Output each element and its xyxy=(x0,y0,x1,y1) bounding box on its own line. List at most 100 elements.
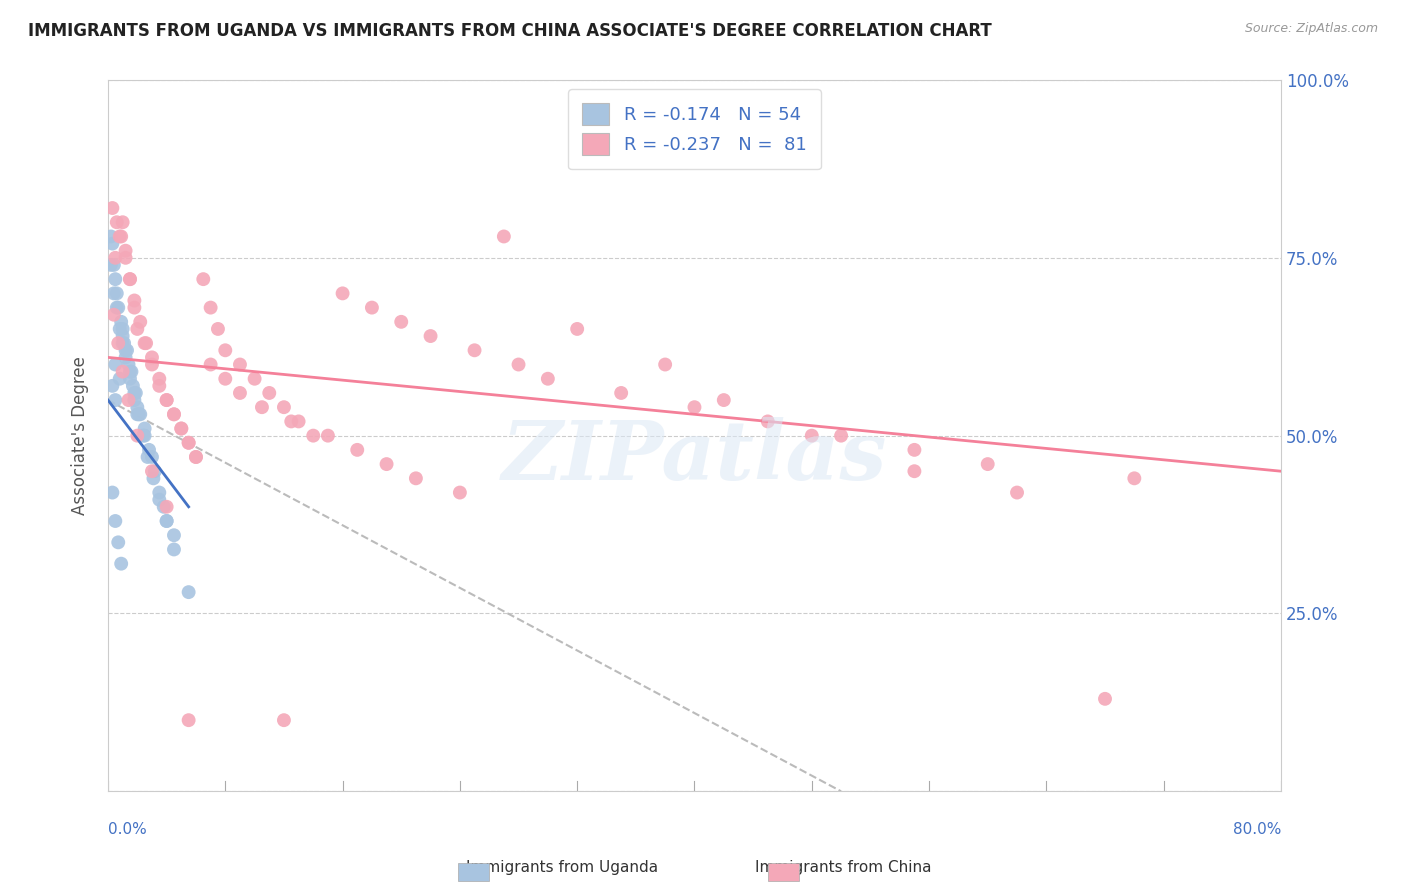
Point xyxy=(200,358,222,372)
Point xyxy=(389,315,412,329)
Point xyxy=(229,386,252,401)
Point xyxy=(273,713,295,727)
Point xyxy=(101,379,124,393)
Point xyxy=(156,514,179,528)
Point xyxy=(104,358,127,372)
Point xyxy=(129,407,152,421)
Point xyxy=(332,286,354,301)
Point xyxy=(1094,691,1116,706)
Point xyxy=(143,464,166,478)
Point xyxy=(207,322,229,336)
Point xyxy=(800,428,823,442)
Text: Immigrants from China: Immigrants from China xyxy=(755,861,932,875)
Point xyxy=(683,400,706,414)
Point xyxy=(163,407,186,421)
Point xyxy=(170,421,193,435)
Point xyxy=(105,286,128,301)
Point xyxy=(214,372,236,386)
Point xyxy=(104,393,127,408)
Point xyxy=(110,229,132,244)
Point xyxy=(127,407,149,421)
Point xyxy=(141,351,163,365)
Text: ZIPatlas: ZIPatlas xyxy=(502,417,887,497)
Point xyxy=(114,244,136,258)
Y-axis label: Associate's Degree: Associate's Degree xyxy=(72,356,89,515)
Point xyxy=(111,215,134,229)
Point xyxy=(108,229,131,244)
Point xyxy=(107,336,129,351)
Point xyxy=(135,336,157,351)
Point xyxy=(229,358,252,372)
Point xyxy=(250,400,273,414)
Point xyxy=(346,442,368,457)
Point xyxy=(193,272,215,286)
Point xyxy=(118,365,141,379)
Point xyxy=(156,393,179,408)
Point xyxy=(114,343,136,358)
Point xyxy=(111,322,134,336)
Point xyxy=(492,229,515,244)
Point xyxy=(280,414,302,428)
Point xyxy=(101,201,124,215)
Point xyxy=(127,428,149,442)
Point xyxy=(273,400,295,414)
Point xyxy=(129,315,152,329)
Point xyxy=(138,442,160,457)
Point xyxy=(163,542,186,557)
Point xyxy=(136,450,159,464)
Point xyxy=(125,386,148,401)
Point xyxy=(134,336,156,351)
Point xyxy=(118,272,141,286)
Point xyxy=(101,485,124,500)
Point xyxy=(977,457,1000,471)
Point xyxy=(419,329,441,343)
Point xyxy=(243,372,266,386)
Point xyxy=(124,293,146,308)
Point xyxy=(114,251,136,265)
Point xyxy=(903,464,925,478)
Point xyxy=(127,322,149,336)
Point xyxy=(200,301,222,315)
Point xyxy=(111,365,134,379)
Point xyxy=(184,450,207,464)
Point xyxy=(101,236,124,251)
Point xyxy=(156,514,179,528)
Point xyxy=(148,485,170,500)
Point xyxy=(104,251,127,265)
Point xyxy=(132,428,155,442)
Point xyxy=(115,343,138,358)
Point xyxy=(134,421,156,435)
Point xyxy=(103,286,125,301)
Point xyxy=(108,322,131,336)
Point xyxy=(110,557,132,571)
Point xyxy=(124,301,146,315)
Point xyxy=(177,585,200,599)
Point xyxy=(118,372,141,386)
Point xyxy=(177,713,200,727)
Point xyxy=(163,407,186,421)
Point xyxy=(361,301,384,315)
Point xyxy=(104,514,127,528)
Point xyxy=(259,386,281,401)
Text: Source: ZipAtlas.com: Source: ZipAtlas.com xyxy=(1244,22,1378,36)
Point xyxy=(148,372,170,386)
Point xyxy=(177,435,200,450)
Point xyxy=(405,471,427,485)
Point xyxy=(112,336,135,351)
Point xyxy=(141,450,163,464)
Point xyxy=(142,471,165,485)
Point xyxy=(124,393,146,408)
Point xyxy=(713,393,735,408)
Point xyxy=(508,358,530,372)
Point xyxy=(184,450,207,464)
Text: 0.0%: 0.0% xyxy=(108,822,146,837)
Point xyxy=(122,379,145,393)
Text: IMMIGRANTS FROM UGANDA VS IMMIGRANTS FROM CHINA ASSOCIATE'S DEGREE CORRELATION C: IMMIGRANTS FROM UGANDA VS IMMIGRANTS FRO… xyxy=(28,22,991,40)
Point xyxy=(654,358,676,372)
Point xyxy=(103,258,125,272)
Point xyxy=(111,336,134,351)
Point xyxy=(449,485,471,500)
Text: 80.0%: 80.0% xyxy=(1233,822,1281,837)
Point xyxy=(108,372,131,386)
Point xyxy=(148,492,170,507)
